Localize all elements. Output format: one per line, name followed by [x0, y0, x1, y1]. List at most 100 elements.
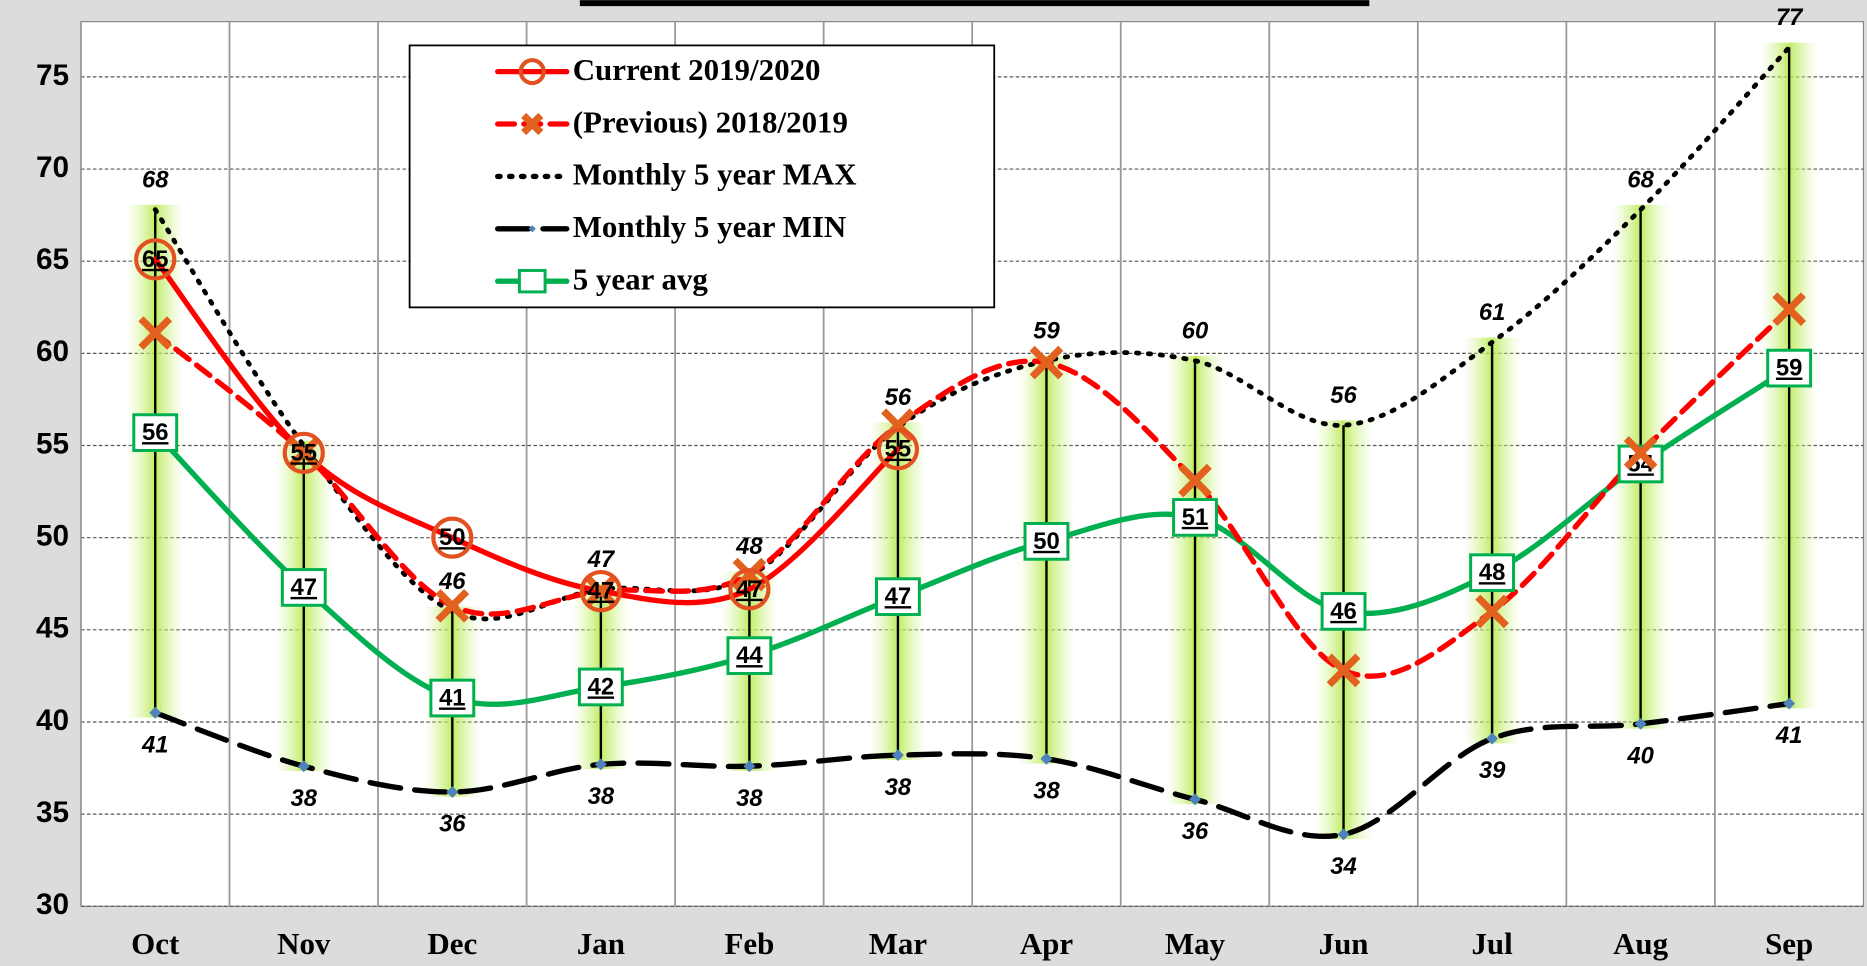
data-label: 59 — [1776, 355, 1802, 382]
marker — [1029, 345, 1064, 380]
data-label: 60 — [1182, 317, 1208, 344]
marker — [1475, 594, 1509, 629]
data-label: 48 — [735, 533, 763, 560]
data-label: 56 — [142, 419, 168, 446]
marker — [528, 225, 536, 233]
marker — [518, 58, 546, 86]
y-tick-label: 45 — [36, 612, 69, 645]
marker — [282, 431, 325, 475]
y-tick-label: 70 — [36, 151, 69, 184]
marker — [1766, 348, 1813, 388]
data-label: 47 — [588, 578, 614, 605]
x-tick-label: Feb — [724, 926, 774, 961]
x-tick-label: May — [1165, 926, 1226, 961]
data-label: 68 — [142, 166, 169, 193]
marker — [132, 413, 179, 452]
legend-label: Monthly 5 year MIN — [573, 209, 847, 244]
marker — [517, 268, 547, 294]
data-label: 47 — [885, 583, 911, 610]
series-line — [152, 256, 901, 606]
x-tick-label: Jul — [1471, 926, 1513, 961]
y-tick-label: 30 — [36, 888, 69, 921]
x-tick-label: Dec — [427, 926, 477, 961]
data-label: 34 — [1330, 853, 1356, 880]
data-label: 38 — [885, 774, 912, 801]
data-label: 56 — [1330, 382, 1357, 409]
data-label: 65 — [142, 246, 168, 273]
data-label: 41 — [141, 731, 168, 758]
marker — [431, 516, 474, 559]
x-tick-label: Oct — [131, 926, 180, 961]
marker — [297, 760, 310, 773]
x-tick-label: Sep — [1765, 926, 1813, 961]
data-label: 47 — [736, 576, 762, 603]
data-label: 38 — [291, 785, 318, 812]
legend-label: 5 year avg — [573, 261, 709, 296]
legend-label: Current 2019/2020 — [573, 52, 821, 87]
x-tick-label: Jun — [1319, 926, 1369, 961]
marker — [134, 238, 177, 281]
marker — [435, 589, 470, 623]
data-label: 44 — [736, 642, 763, 669]
marker — [584, 574, 618, 608]
marker — [286, 436, 321, 470]
marker — [594, 758, 607, 771]
marker — [743, 760, 756, 773]
y-tick-label: 35 — [36, 796, 69, 829]
marker — [1189, 793, 1201, 806]
marker — [579, 569, 622, 613]
y-tick-label: 50 — [36, 520, 69, 553]
data-label: 50 — [1033, 528, 1059, 555]
marker — [521, 112, 544, 136]
legend-label: Monthly 5 year MAX — [573, 157, 857, 192]
data-label: 38 — [736, 785, 763, 812]
data-label: 68 — [1627, 166, 1654, 193]
data-label: 56 — [885, 384, 912, 411]
data-label: 40 — [1626, 742, 1653, 769]
marker — [1486, 732, 1499, 745]
data-label: 38 — [588, 783, 615, 810]
data-label: 41 — [439, 685, 465, 712]
y-tick-label: 65 — [36, 243, 69, 276]
series-line — [152, 365, 1792, 707]
marker — [1320, 592, 1367, 631]
x-tick-label: Mar — [869, 926, 928, 961]
data-label: 36 — [439, 811, 466, 838]
data-label: 55 — [885, 436, 911, 463]
data-label: 47 — [291, 574, 317, 601]
marker — [1634, 717, 1647, 730]
marker — [1172, 498, 1218, 537]
marker — [726, 636, 773, 675]
title-bar — [579, 0, 1370, 7]
marker — [577, 667, 624, 707]
data-label: 42 — [588, 673, 614, 700]
marker — [149, 706, 162, 719]
marker — [875, 577, 921, 616]
x-tick-label: Nov — [277, 926, 331, 961]
series-line — [152, 306, 1792, 679]
data-label: 61 — [1479, 299, 1505, 326]
marker — [1469, 553, 1516, 593]
data-label: 59 — [1033, 317, 1060, 344]
marker — [1326, 653, 1361, 688]
marker — [1023, 522, 1070, 561]
marker — [876, 428, 920, 471]
data-label: 47 — [587, 546, 616, 573]
data-label: 36 — [1182, 818, 1209, 845]
y-tick-label: 75 — [36, 59, 69, 92]
data-label: 41 — [1775, 722, 1802, 749]
data-label: 46 — [438, 568, 466, 595]
marker — [1623, 436, 1658, 470]
marker — [280, 568, 327, 607]
marker — [732, 557, 767, 592]
marker — [138, 316, 173, 350]
x-tick-label: Jan — [577, 926, 625, 961]
data-label: 51 — [1182, 504, 1208, 531]
y-tick-label: 40 — [36, 704, 69, 737]
marker — [1178, 463, 1212, 498]
data-label: 55 — [291, 439, 317, 466]
series-line — [152, 45, 1792, 622]
marker — [891, 749, 904, 762]
data-label: 50 — [439, 524, 465, 551]
